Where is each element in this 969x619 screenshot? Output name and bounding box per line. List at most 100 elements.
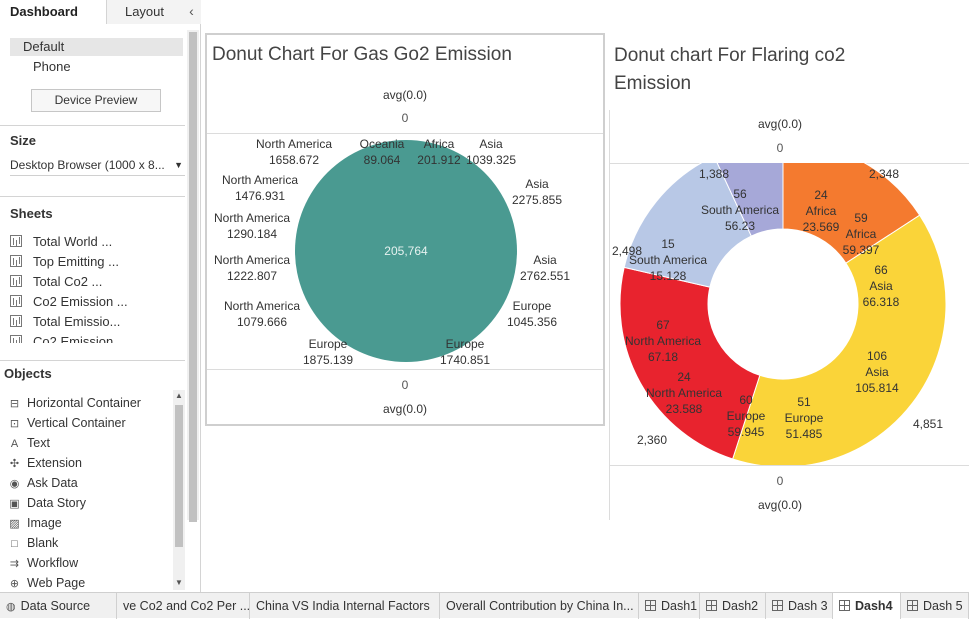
tab-label: Data Source (20, 599, 91, 613)
object-item-label: Ask Data (27, 476, 78, 490)
gas-slice-label: Europe 1740.851 (440, 337, 490, 367)
gas-slice-label: Asia 1039.325 (466, 137, 516, 167)
gas-avg-bottom-label: avg(0.0) (382, 402, 428, 416)
sheet-item[interactable]: Co2 Emission (10, 333, 180, 343)
flare-chart-title: Donut chart For Flaring co2 Emission (614, 45, 846, 94)
object-item-label: Data Story (27, 496, 87, 510)
panel-scrollbar-thumb[interactable] (189, 32, 197, 522)
flare-donut-slice[interactable] (714, 163, 784, 237)
sheet-item[interactable]: Total Co2 ... (10, 273, 180, 291)
tab-label: Overall Contribution by China In... (446, 599, 634, 613)
tab-label: Dash2 (722, 599, 759, 613)
web-page-icon: ⊕ (9, 578, 20, 590)
gas-slice-label: North America 1079.666 (224, 299, 300, 329)
scroll-down-icon[interactable]: ▼ (175, 578, 183, 587)
scroll-up-icon[interactable]: ▲ (175, 391, 183, 400)
dashboard-icon (772, 600, 783, 611)
flare-slices (619, 163, 947, 465)
sheet-item[interactable]: Total Emissio... (10, 313, 180, 331)
tab-dash-3[interactable]: Dash 3 (766, 593, 833, 619)
tab-dashboard[interactable]: Dashboard (0, 0, 107, 24)
tab-layout[interactable]: Layout (107, 0, 182, 24)
objects-heading: Objects (4, 366, 52, 381)
tab-ve-co2-and-co2-per[interactable]: ve Co2 and Co2 Per ... (117, 593, 250, 619)
tab-overall-contribution-by-china-in[interactable]: Overall Contribution by China In... (440, 593, 639, 619)
object-item-label: Extension (27, 456, 82, 470)
gas-chart-container[interactable]: Donut Chart For Gas Go2 Emission avg(0.0… (205, 33, 605, 426)
dashboard-canvas: Donut Chart For Gas Go2 Emission avg(0.0… (202, 0, 969, 592)
device-phone[interactable]: Phone (33, 59, 71, 74)
flare-total-label: 2,348 (869, 167, 899, 181)
gas-donut-slice[interactable] (295, 140, 517, 362)
flare-total-label: 4,851 (913, 417, 943, 431)
flare-segment-label: 15 South America 15.128 (629, 237, 707, 283)
worksheet-icon (10, 315, 22, 327)
gas-chart-title: Donut Chart For Gas Go2 Emission (212, 44, 512, 65)
object-item[interactable]: ◉ Ask Data (8, 474, 176, 492)
tab-dash1[interactable]: Dash1 (639, 593, 700, 619)
sheet-item-label: Co2 Emission ... (33, 294, 128, 309)
object-item[interactable]: ▣ Data Story (8, 494, 176, 512)
object-item[interactable]: ✣ Extension (8, 454, 176, 472)
gas-slice-label: North America 1222.807 (214, 253, 290, 283)
sheet-item-label: Total Co2 ... (33, 274, 103, 289)
object-item[interactable]: A Text (8, 434, 176, 452)
flare-donut-slice[interactable] (782, 163, 921, 264)
tab-label: Dash 3 (788, 599, 828, 613)
device-preview-button[interactable]: Device Preview (31, 89, 161, 112)
flare-total-label: 2,360 (637, 433, 667, 447)
worksheet-icon (10, 275, 22, 287)
tab-data-source[interactable]: ◍ Data Source (0, 593, 117, 619)
worksheet-icon (10, 335, 22, 343)
text-icon: A (10, 438, 19, 450)
tab-label: Dash4 (855, 599, 893, 613)
blank-icon: □ (11, 538, 18, 550)
flare-donut-slice[interactable] (623, 163, 752, 288)
size-heading: Size (10, 133, 37, 148)
data-story-icon: ▣ (9, 498, 20, 510)
tab-china-vs-india-internal-factors[interactable]: China VS India Internal Factors (250, 593, 440, 619)
dashboard-icon (839, 600, 850, 611)
object-item[interactable]: ⊡ Vertical Container (8, 414, 176, 432)
gas-axis-line-top (207, 133, 603, 134)
divider (0, 196, 185, 197)
collapse-panel-icon[interactable]: ‹ (182, 0, 201, 24)
object-item[interactable]: ▨ Image (8, 514, 176, 532)
tab-label: Dash1 (661, 599, 698, 613)
flare-zero-top-label: 0 (776, 141, 784, 155)
dashboard-icon (907, 600, 918, 611)
device-default[interactable]: Default (10, 38, 183, 56)
object-item[interactable]: ⊟ Horizontal Container (8, 394, 176, 412)
flare-donut-slice[interactable] (619, 266, 761, 460)
sheet-item[interactable]: Co2 Emission ... (10, 293, 180, 311)
sheet-item-label: Total Emissio... (33, 314, 121, 329)
sheet-item[interactable]: Total World ... (10, 233, 180, 251)
object-item-label: Vertical Container (27, 416, 126, 430)
sheet-item-label: Co2 Emission (33, 334, 114, 343)
size-dropdown[interactable]: Desktop Browser (1000 x 8... ▼ (10, 156, 185, 176)
side-panel-tabs: Dashboard Layout ‹ (0, 0, 201, 24)
gas-avg-top-label: avg(0.0) (382, 88, 428, 102)
flare-segment-label: 59 Africa 59.397 (843, 211, 880, 257)
tab-dash2[interactable]: Dash2 (700, 593, 766, 619)
tab-dash4[interactable]: Dash4 (833, 593, 901, 619)
flare-segment-label: 106 Asia 105.814 (855, 349, 899, 395)
sheet-item[interactable]: Top Emitting ... (10, 253, 180, 271)
flare-avg-top-label: avg(0.0) (757, 117, 803, 131)
flare-avg-bottom-label: avg(0.0) (757, 498, 803, 512)
object-item[interactable]: ⇉ Workflow (8, 554, 176, 572)
divider (0, 125, 185, 126)
object-item[interactable]: ⊕ Web Page (8, 574, 176, 592)
flare-zero-bottom-label: 0 (776, 474, 784, 488)
data-source-icon: ◍ (6, 601, 16, 613)
objects-scrollbar-thumb[interactable] (175, 405, 183, 547)
gas-slice-label: Europe 1875.139 (303, 337, 353, 367)
sheet-item-label: Total World ... (33, 234, 113, 249)
flare-total-label: 1,388 (699, 167, 729, 181)
object-item[interactable]: □ Blank (8, 534, 176, 552)
flare-donut-slice[interactable] (731, 214, 947, 465)
worksheet-icon (10, 295, 22, 307)
object-item-label: Web Page (27, 576, 86, 590)
horizontal-container-icon: ⊟ (9, 398, 20, 410)
tab-dash-5[interactable]: Dash 5 (901, 593, 969, 619)
